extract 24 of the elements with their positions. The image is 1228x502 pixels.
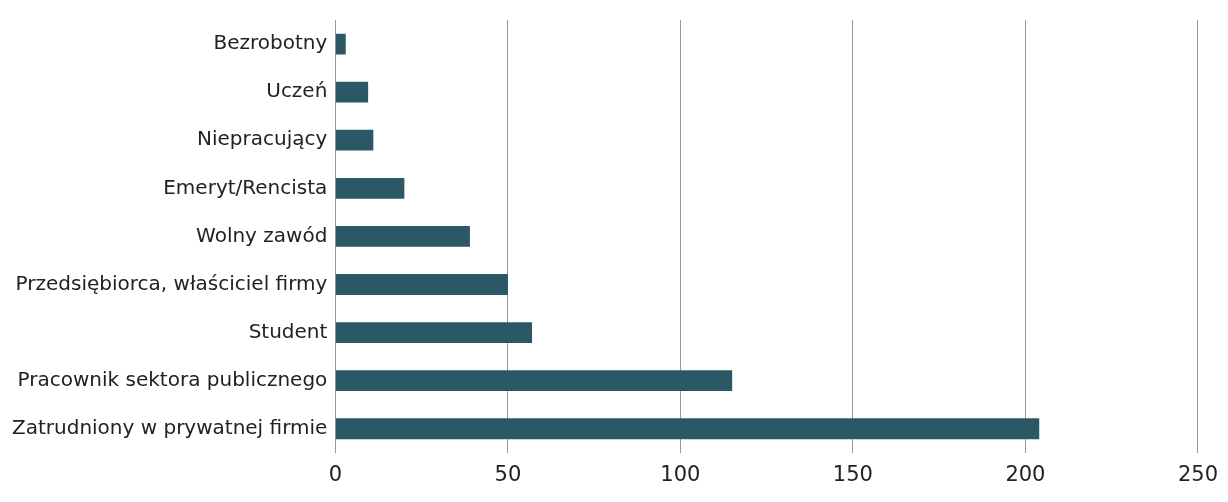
x-tick-label: 50 — [494, 461, 522, 486]
bar — [335, 177, 405, 199]
x-tick-label: 100 — [660, 461, 701, 486]
x-tick-label: 150 — [832, 461, 873, 486]
x-tick-label: 0 — [328, 461, 343, 486]
bar — [335, 33, 346, 55]
y-tick-label: Bezrobotny — [213, 30, 328, 55]
y-tick-label: Wolny zawód — [196, 222, 328, 247]
y-tick-label: Student — [248, 318, 328, 343]
bar — [335, 370, 733, 392]
bar — [335, 226, 470, 247]
y-tick-label: Zatrudniony w prywatnej firmie — [11, 414, 328, 439]
x-tick-label: 250 — [1177, 461, 1219, 486]
x-tick-label: 200 — [1005, 461, 1046, 486]
y-tick-label: Przedsiębiorca, właściciel firmy — [15, 270, 328, 295]
bar — [335, 418, 1040, 440]
bar — [335, 274, 508, 295]
y-tick-label: Uczeń — [266, 78, 328, 103]
bar — [335, 322, 533, 343]
y-tick-label: Emeryt/Rencista — [163, 174, 328, 199]
y-tick-label: Pracownik sektora publicznego — [17, 366, 328, 391]
bar — [335, 81, 369, 103]
y-tick-label: Niepracujący — [197, 126, 328, 151]
bar — [335, 129, 374, 151]
